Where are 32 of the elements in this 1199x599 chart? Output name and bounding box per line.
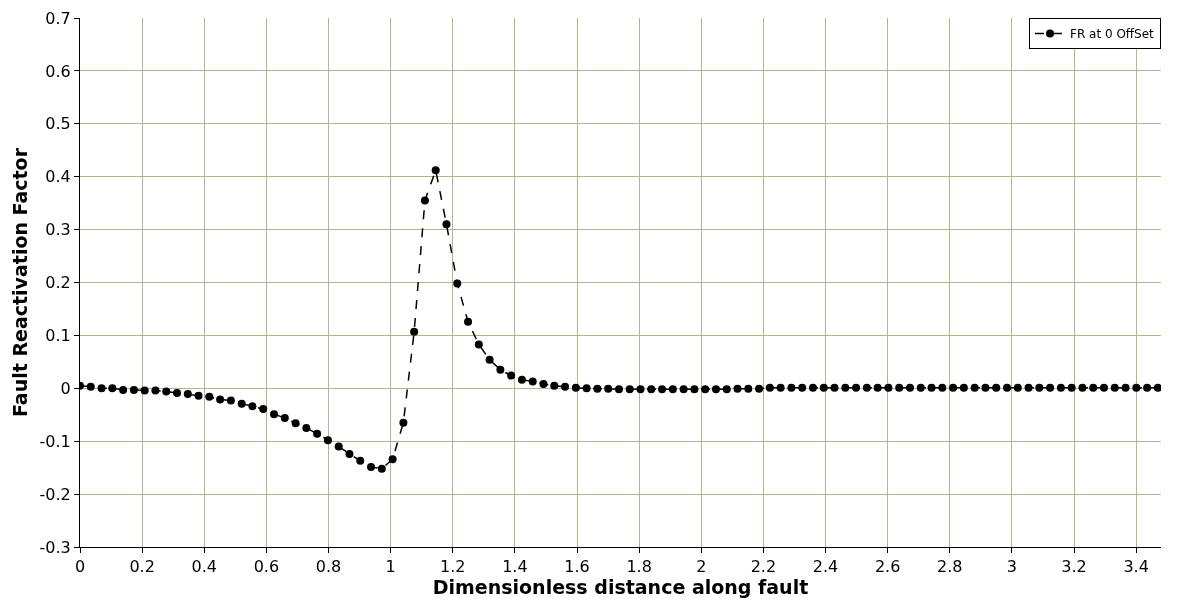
x-tick-label: 2.4 bbox=[812, 557, 839, 577]
x-tick-label: 1.4 bbox=[502, 557, 528, 577]
x-tick-label: 0.2 bbox=[129, 557, 155, 577]
y-tick-label: 0.5 bbox=[45, 114, 71, 134]
y-tick-label: 0.4 bbox=[45, 167, 71, 187]
y-tick-label: 0 bbox=[60, 378, 71, 398]
legend-label: FR at 0 OffSet bbox=[1070, 27, 1155, 42]
x-tick-label: 3.2 bbox=[1061, 557, 1087, 577]
x-tick-label: 0.4 bbox=[191, 557, 217, 577]
x-axis-title: Dimensionless distance along fault bbox=[432, 576, 809, 599]
x-tick-label: 3 bbox=[1006, 557, 1017, 577]
y-axis-title: Fault Reactivation Factor bbox=[9, 147, 32, 418]
y-tick-label: 0.1 bbox=[45, 326, 71, 345]
y-tick-label: -0.3 bbox=[39, 537, 71, 557]
x-tick-label: 0.6 bbox=[253, 557, 280, 577]
y-tick-label: 0.3 bbox=[45, 220, 71, 240]
y-tick-label: -0.1 bbox=[39, 431, 71, 451]
x-tick-label: 2.2 bbox=[750, 557, 777, 577]
y-tick-label: -0.2 bbox=[39, 484, 71, 504]
x-tick-label: 0 bbox=[74, 557, 86, 577]
x-tick-label: 2 bbox=[696, 557, 707, 577]
x-tick-label: 1.6 bbox=[564, 557, 590, 577]
x-tick-label: 0.8 bbox=[315, 557, 342, 577]
y-tick-label: 0.2 bbox=[45, 273, 71, 293]
x-tick-label: 1.8 bbox=[626, 557, 652, 577]
y-tick-label: 0.7 bbox=[45, 8, 71, 28]
x-tick-label: 3.4 bbox=[1123, 557, 1149, 577]
y-tick-label: 0.6 bbox=[45, 61, 71, 81]
x-tick-label: 2.6 bbox=[874, 557, 901, 577]
x-tick-label: 1.2 bbox=[440, 557, 466, 577]
x-tick-label: 1 bbox=[385, 557, 396, 577]
x-tick-label: 2.8 bbox=[937, 557, 963, 577]
